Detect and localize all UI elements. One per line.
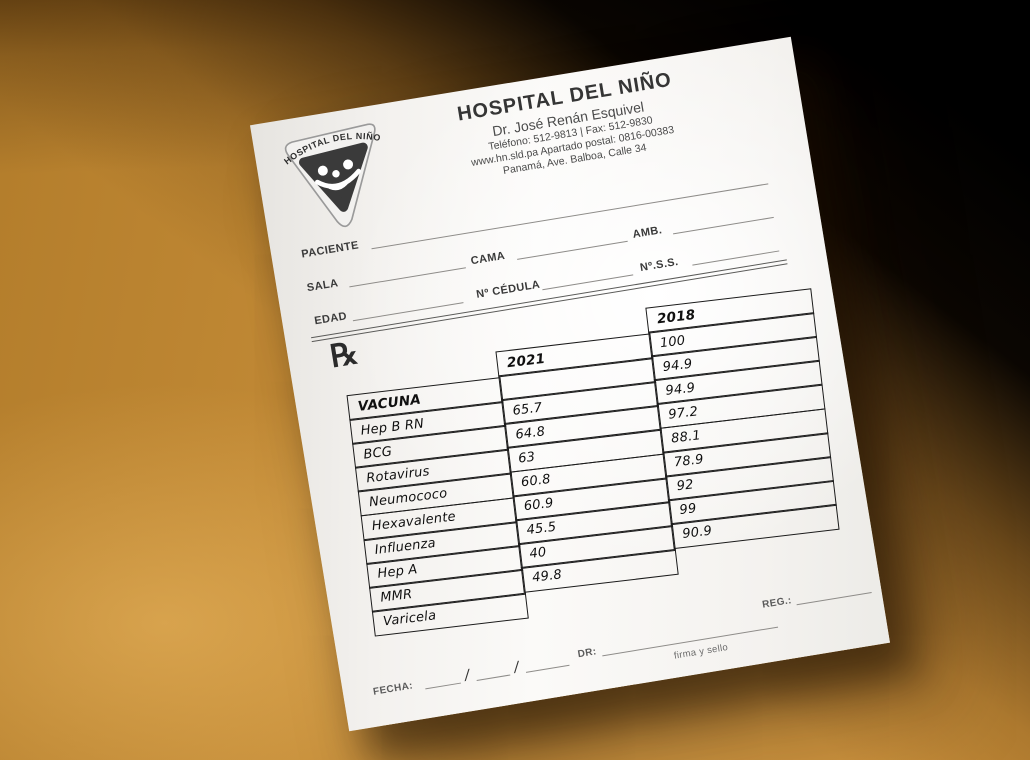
amb-line bbox=[673, 216, 774, 235]
cama-line bbox=[517, 240, 628, 260]
nss-label: Nº.S.S. bbox=[639, 255, 680, 275]
fecha-line-year bbox=[525, 664, 570, 673]
column-2018: 2018 100 94.9 94.9 97.2 88.1 78.9 92 99 … bbox=[645, 288, 840, 550]
column-2021: 2021 65.7 64.8 63 60.8 60.9 45.5 40 49.8 bbox=[495, 333, 679, 593]
fecha-line-month bbox=[476, 674, 511, 681]
dr-label: DR: bbox=[576, 646, 598, 661]
cedula-label: Nº CÉDULA bbox=[475, 278, 541, 301]
column-vacuna: VACUNA Hep B RN BCG Rotavirus Neumococo … bbox=[346, 377, 529, 637]
letterhead: HOSPITAL DEL NIÑO Dr. José Renán Esquive… bbox=[365, 54, 773, 198]
fecha-slash: / bbox=[512, 659, 521, 676]
paciente-line bbox=[371, 183, 769, 250]
sala-label: SALA bbox=[306, 277, 340, 295]
prescription-paper: HOSPITAL DEL NIÑO HOSPITAL DEL NIÑO Dr. … bbox=[249, 36, 891, 732]
sala-line bbox=[349, 267, 466, 288]
fecha-line-day bbox=[425, 682, 461, 690]
hospital-logo: HOSPITAL DEL NIÑO bbox=[279, 123, 385, 228]
logo-family-icon bbox=[315, 159, 361, 191]
edad-label: EDAD bbox=[313, 310, 348, 328]
fecha-label: FECHA: bbox=[372, 680, 414, 698]
amb-label: AMB. bbox=[631, 224, 664, 241]
fecha-slash: / bbox=[463, 667, 471, 684]
cama-label: CAMA bbox=[469, 249, 507, 268]
